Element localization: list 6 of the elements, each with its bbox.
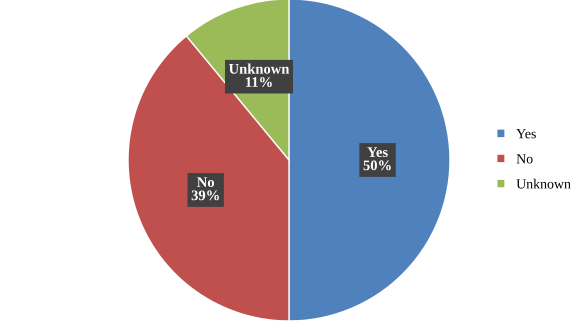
legend-label: No: [516, 154, 533, 164]
legend-label: Yes: [516, 129, 536, 138]
data-label: Yes 50%: [364, 147, 391, 170]
legend-label: Unknown: [516, 178, 571, 189]
data-label: No 39%: [192, 177, 219, 200]
data-label: Unknown 11%: [228, 63, 290, 87]
